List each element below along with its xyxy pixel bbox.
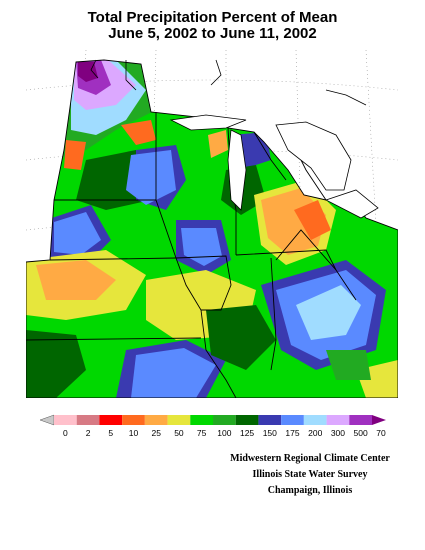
legend-label: 75	[197, 428, 207, 438]
legend-label: 500	[354, 428, 368, 438]
legend-swatches	[40, 414, 386, 426]
legend-swatch	[99, 415, 123, 425]
legend-label: 125	[240, 428, 254, 438]
lake-outlines	[169, 114, 379, 219]
legend-swatch	[76, 415, 100, 425]
legend-swatch	[349, 415, 372, 425]
legend-label: 2	[86, 428, 91, 438]
legend-swatch	[235, 415, 259, 425]
map-title-line1: Total Precipitation Percent of Mean	[87, 9, 338, 26]
legend-swatch	[326, 415, 350, 425]
legend-label: 300	[331, 428, 345, 438]
legend-label: 0	[63, 428, 68, 438]
credit-line3: Champaign, Illinois	[267, 485, 353, 496]
credit-line2: Illinois State Water Survey	[252, 469, 368, 480]
legend-swatch	[303, 415, 327, 425]
legend-label: 10	[129, 428, 139, 438]
legend-label: 5	[108, 428, 113, 438]
legend-swatch	[190, 415, 213, 425]
legend-swatch	[281, 415, 304, 425]
legend-label: 700	[376, 428, 386, 438]
legend-swatch	[258, 415, 282, 425]
precipitation-map	[26, 50, 398, 398]
legend-swatch-low	[40, 414, 55, 426]
legend-label: 200	[308, 428, 322, 438]
map-title: Total Precipitation Percent of Mean June…	[0, 10, 425, 42]
legend-label: 150	[263, 428, 277, 438]
legend-label: 175	[285, 428, 299, 438]
legend-swatch	[122, 415, 145, 425]
legend-label: 50	[174, 428, 184, 438]
map-title-line2: June 5, 2002 to June 11, 2002	[108, 25, 317, 42]
legend-labels: 02510255075100125150175200300500700	[63, 428, 386, 438]
credits: Midwestern Regional Climate Center Illin…	[205, 451, 415, 499]
legend-swatch	[167, 415, 191, 425]
legend-swatch-high	[372, 415, 386, 425]
legend-label: 100	[217, 428, 231, 438]
credit-line1: Midwestern Regional Climate Center	[230, 453, 390, 464]
north-border	[90, 59, 367, 106]
legend-swatch	[213, 415, 236, 425]
legend-swatch	[54, 415, 77, 425]
legend-swatch	[144, 415, 168, 425]
legend-label: 25	[151, 428, 161, 438]
color-legend: 02510255075100125150175200300500700	[40, 414, 386, 438]
